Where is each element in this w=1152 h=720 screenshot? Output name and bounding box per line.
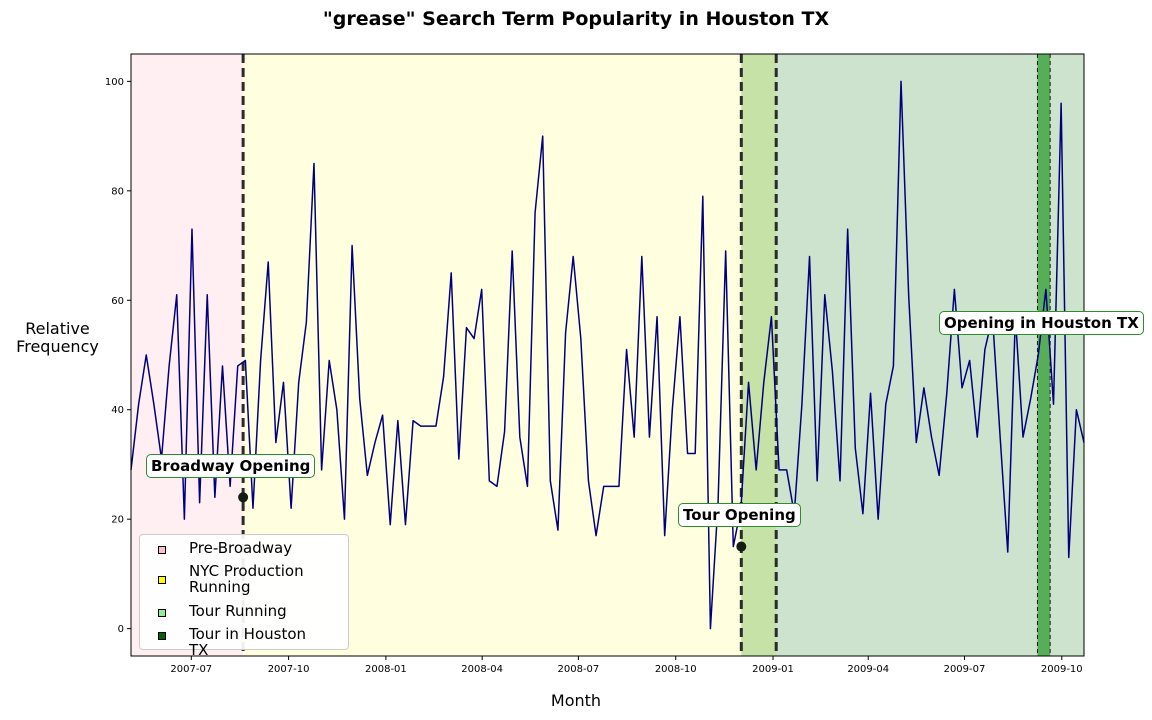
legend-item-nyc-production: NYC Production Running [158,563,319,595]
event-marker [238,492,249,503]
event-lines [241,54,1051,656]
region-tour-running [741,54,1084,656]
y-tick-label: 0 [118,624,124,635]
series-line [130,80,1085,630]
x-axis: 2007-07 2007-10 2008-01 2008-04 2008-07 2008-… [170,656,1083,675]
x-tick-label: 2009-07 [944,664,986,675]
plot-frame [130,53,1085,657]
x-tick-label: 2009-04 [847,664,889,675]
event-markers [238,492,747,552]
region-overlap-band [741,54,777,656]
y-tick-label: 100 [105,77,124,88]
annotation-broadway-opening: Broadway Opening [146,454,316,478]
legend-label: Tour in Houston TX [189,625,307,659]
x-tick-label: 2008-10 [655,664,697,675]
legend-swatch [158,632,166,640]
legend-item-pre-broadway: Pre-Broadway [158,540,329,556]
event-marker [736,541,747,552]
x-tick-label: 2009-01 [752,664,794,675]
legend-swatch [158,576,166,584]
x-tick-label: 2007-10 [268,664,310,675]
y-tick-label: 40 [111,405,124,416]
chart-title: "grease" Search Term Popularity in Houst… [322,8,830,30]
legend-swatch [158,546,166,554]
annotation-tour-opening: Tour Opening [678,503,801,527]
legend-label: NYC Production Running [189,562,304,596]
x-tick-label: 2008-01 [365,664,407,675]
x-tick-label: 2009-10 [1041,664,1083,675]
y-tick-label: 20 [111,515,124,526]
x-tick-label: 2008-04 [461,664,503,675]
y-axis: 0 20 40 60 80 100 [105,77,131,635]
legend-label: Tour Running [189,602,287,620]
annotation-opening-in-houston: Opening in Houston TX [939,311,1144,335]
chart-legend: Pre-Broadway NYC Production Running Tour… [139,534,349,658]
y-tick-label: 60 [111,296,124,307]
legend-swatch [158,609,166,617]
legend-label: Pre-Broadway [189,539,293,557]
x-tick-label: 2008-07 [558,664,600,675]
x-tick-label: 2007-07 [170,664,212,675]
y-axis-label: Relative Frequency [16,319,99,356]
legend-item-tour-in-houston: Tour in Houston TX [158,626,329,658]
x-axis-label: Month [550,691,602,710]
series-line-group [130,80,1085,630]
region-tour-in-houston-tx [1037,54,1051,656]
y-tick-label: 80 [111,186,124,197]
legend-item-tour-running: Tour Running [158,603,329,619]
